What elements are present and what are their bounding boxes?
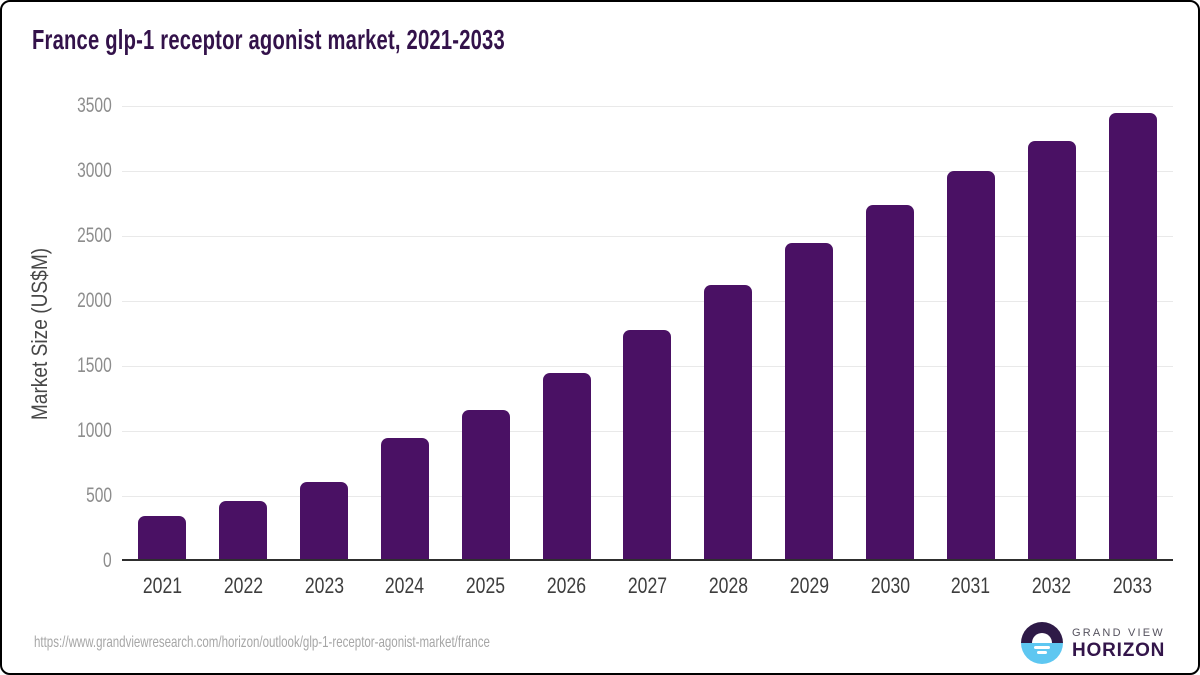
y-tick-text: 3000 [77, 159, 112, 182]
bar-slot-2032 [1011, 106, 1092, 561]
y-tick-text: 2000 [77, 289, 112, 312]
y-tick-label-2000: 2000 [2, 289, 112, 313]
bar-2022 [219, 501, 268, 561]
x-tick-text: 2030 [870, 573, 910, 598]
x-tick-label-2031: 2031 [930, 573, 1011, 599]
bar-slot-2026 [526, 106, 607, 561]
y-axis-label: Market Size (US$M) [27, 247, 53, 420]
y-tick-text: 0 [103, 549, 112, 572]
grand-view-horizon-logo: GRAND VIEW HORIZON [1021, 622, 1165, 664]
bar-2032 [1027, 141, 1076, 561]
bar-2026 [542, 372, 591, 561]
bar-2024 [380, 438, 429, 561]
bar-slot-2030 [850, 106, 931, 561]
logo-brand-top: GRAND VIEW [1072, 626, 1165, 639]
x-tick-label-2028: 2028 [688, 573, 769, 599]
y-tick-label-3500: 3500 [2, 94, 112, 118]
x-tick-label-2026: 2026 [526, 573, 607, 599]
x-tick-text: 2028 [708, 573, 748, 598]
y-tick-text: 1500 [77, 354, 112, 377]
bar-series [122, 106, 1173, 561]
x-tick-text: 2031 [951, 573, 991, 598]
x-tick-text: 2027 [627, 573, 668, 598]
gridline-3500 [122, 106, 1173, 107]
bar-slot-2027 [607, 106, 688, 561]
y-tick-label-500: 500 [2, 484, 112, 508]
x-tick-label-2029: 2029 [769, 573, 850, 599]
x-tick-label-2024: 2024 [365, 573, 446, 599]
x-tick-text: 2021 [142, 573, 182, 598]
x-tick-text: 2029 [789, 573, 829, 598]
bar-2031 [946, 171, 995, 561]
y-tick-label-3000: 3000 [2, 159, 112, 183]
horizon-sun-icon [1021, 622, 1063, 664]
bar-slot-2023 [284, 106, 365, 561]
bar-2033 [1108, 113, 1157, 561]
bar-2021 [138, 516, 187, 561]
bar-2025 [461, 410, 510, 561]
x-tick-label-2021: 2021 [122, 573, 203, 599]
y-tick-text: 1000 [77, 419, 112, 442]
x-axis-line [122, 559, 1173, 561]
gridline-3000 [122, 171, 1173, 172]
plot-area [122, 106, 1173, 561]
x-tick-text: 2024 [385, 573, 425, 598]
logo-sun-dome [1032, 633, 1052, 643]
bar-slot-2029 [769, 106, 850, 561]
x-tick-text: 2025 [466, 573, 506, 598]
bar-slot-2024 [365, 106, 446, 561]
x-tick-label-2022: 2022 [203, 573, 284, 599]
x-tick-label-2033: 2033 [1092, 573, 1173, 599]
bar-slot-2033 [1092, 106, 1173, 561]
x-tick-label-2030: 2030 [850, 573, 931, 599]
x-axis-ticks: 2021 2022 2023 2024 2025 2026 2027 2028 2029 2030… [122, 573, 1173, 599]
bar-slot-2028 [688, 106, 769, 561]
x-tick-label-2025: 2025 [445, 573, 526, 599]
y-tick-label-1500: 1500 [2, 354, 112, 378]
bar-2023 [300, 481, 349, 561]
x-tick-text: 2022 [223, 573, 263, 598]
y-tick-label-1000: 1000 [2, 419, 112, 443]
logo-reflection-line-1 [1034, 646, 1050, 649]
x-tick-text: 2033 [1112, 573, 1153, 598]
gridline-2500 [122, 236, 1173, 237]
x-tick-label-2023: 2023 [284, 573, 365, 599]
bar-2028 [704, 285, 753, 561]
logo-brand-bottom: HORIZON [1072, 639, 1166, 661]
x-tick-text: 2032 [1032, 573, 1072, 598]
gridline-2000 [122, 301, 1173, 302]
y-tick-text: 3500 [77, 94, 112, 117]
x-tick-label-2027: 2027 [607, 573, 688, 599]
logo-text: GRAND VIEW HORIZON [1072, 627, 1165, 660]
bar-2030 [866, 205, 915, 561]
bar-slot-2031 [930, 106, 1011, 561]
logo-reflection-line-2 [1037, 651, 1047, 654]
bar-2027 [623, 330, 672, 561]
logo-sky-half [1021, 622, 1063, 643]
bar-slot-2025 [445, 106, 526, 561]
chart-title: France glp-1 receptor agonist market, 20… [32, 24, 505, 55]
y-tick-label-0: 0 [2, 549, 112, 573]
x-tick-text: 2023 [304, 573, 344, 598]
bar-2029 [785, 243, 834, 561]
y-tick-label-2500: 2500 [2, 224, 112, 248]
bar-slot-2021 [122, 106, 203, 561]
y-tick-text: 2500 [77, 224, 112, 247]
source-url: https://www.grandviewresearch.com/horizo… [34, 634, 490, 651]
bar-slot-2022 [203, 106, 284, 561]
x-tick-text: 2026 [547, 573, 587, 598]
y-tick-text: 500 [86, 484, 112, 507]
x-tick-label-2032: 2032 [1011, 573, 1092, 599]
